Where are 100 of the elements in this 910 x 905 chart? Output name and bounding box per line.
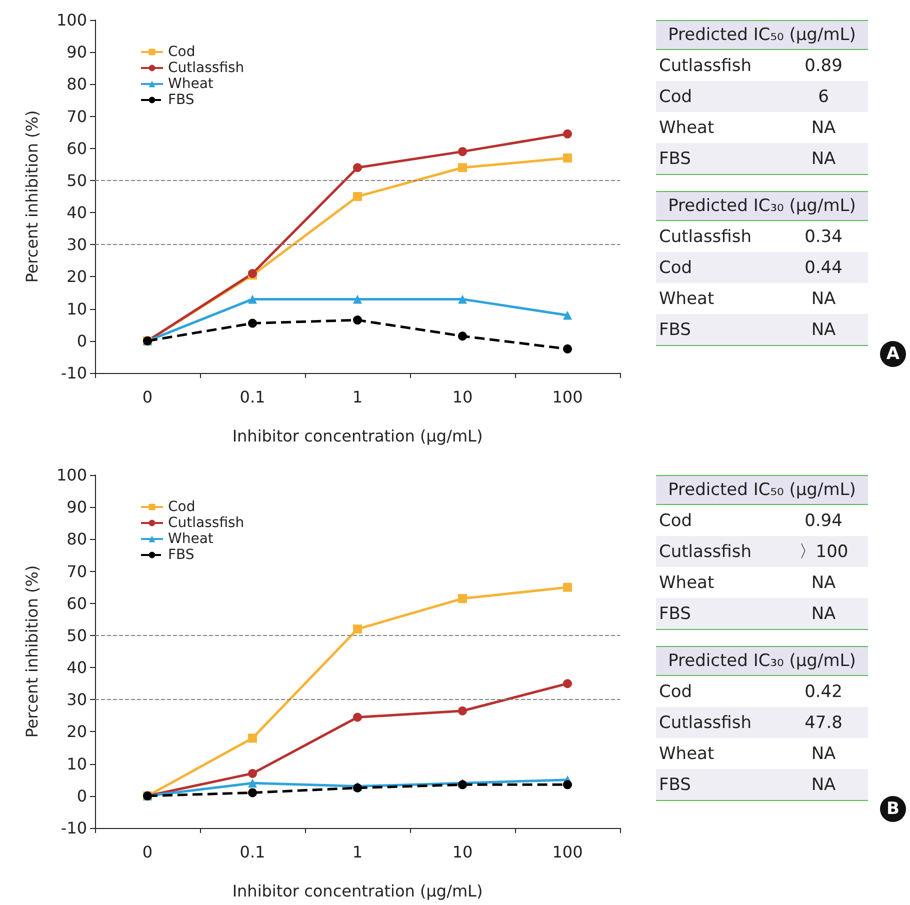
- text: FBS: [658, 774, 692, 794]
- text: 0.42: [804, 682, 844, 702]
- point: [563, 582, 572, 592]
- y-tick-label: 70: [66, 106, 87, 126]
- point: [353, 712, 362, 722]
- y-tick-label: 20: [66, 722, 87, 742]
- y-tick-label: 40: [66, 203, 87, 222]
- point: [248, 294, 257, 304]
- text: Cod: [658, 258, 694, 278]
- y-tick-label: -10: [60, 818, 87, 838]
- y-tick-label: 40: [66, 658, 87, 678]
- y-tick-label: 0: [76, 331, 87, 350]
- text: 〉100: [798, 541, 850, 563]
- legend-label: FBS: [168, 92, 194, 108]
- y-tick-label: 60: [66, 594, 87, 613]
- point: [248, 768, 257, 778]
- legend-label: Wheat: [168, 76, 214, 92]
- y-tick-label: -10: [60, 364, 87, 382]
- point: [248, 778, 257, 788]
- text: Cod: [658, 510, 694, 530]
- point: [563, 679, 572, 688]
- point: [458, 332, 467, 341]
- text: 0.44: [804, 258, 844, 278]
- text: Wheat: [658, 118, 716, 138]
- text: NA: [810, 744, 837, 764]
- y-axis-title: Percent inhibition (%): [22, 565, 42, 738]
- point: [563, 129, 572, 138]
- point: [458, 163, 467, 172]
- x-tick-label: 1: [352, 842, 363, 862]
- legend-label: FBS: [168, 547, 194, 563]
- point: [353, 163, 362, 172]
- text: 47.8: [804, 712, 844, 732]
- point: [563, 344, 572, 354]
- text: NA: [810, 288, 837, 308]
- y-tick-label: 10: [66, 754, 87, 774]
- y-tick-label: 50: [66, 170, 87, 190]
- point: [353, 192, 362, 201]
- text: Predicted IC₅₀ (μg/mL): [656, 20, 868, 50]
- point: [248, 734, 257, 743]
- x-tick-label: 10: [452, 388, 473, 406]
- point: [458, 147, 467, 156]
- y-tick-label: 100: [56, 466, 87, 484]
- text: Cutlassfish: [658, 712, 753, 732]
- text: NA: [810, 148, 837, 168]
- point: [563, 153, 572, 162]
- text: Cod: [658, 86, 694, 106]
- y-tick-label: 50: [66, 626, 87, 645]
- legend-label: Cutlassfish: [168, 515, 244, 531]
- text: 0.34: [804, 226, 844, 246]
- point: [353, 316, 362, 325]
- point: [563, 780, 572, 790]
- x-tick-label: 100: [552, 388, 583, 406]
- text: Cutlassfish: [658, 56, 753, 76]
- y-tick-label: 100: [56, 10, 87, 30]
- point: [458, 706, 467, 716]
- text: 0.94: [804, 510, 844, 530]
- text: Wheat: [658, 744, 716, 764]
- x-tick-label: 0: [142, 842, 153, 862]
- point: [353, 294, 362, 304]
- text: Wheat: [658, 288, 716, 308]
- text: Cod: [658, 682, 694, 702]
- text: FBS: [658, 320, 692, 340]
- y-tick-label: 90: [66, 498, 87, 517]
- x-axis-title: Inhibitor concentration (μg/mL): [232, 882, 483, 900]
- legend-label: Cod: [168, 44, 196, 60]
- text: NA: [810, 774, 837, 794]
- y-tick-label: 90: [66, 42, 87, 62]
- point: [248, 788, 257, 798]
- text: FBS: [658, 148, 692, 168]
- y-tick-label: 30: [66, 235, 87, 254]
- legend-label: Cutlassfish: [168, 60, 244, 76]
- x-tick-label: 0.1: [240, 842, 266, 862]
- text: 0.89: [804, 56, 844, 76]
- point: [458, 594, 467, 604]
- legend-label: Cod: [168, 499, 196, 515]
- x-axis-title: Inhibitor concentration (μg/mL): [232, 426, 483, 446]
- point: [353, 624, 362, 634]
- x-tick-label: 100: [552, 842, 583, 862]
- y-tick-label: 80: [66, 74, 87, 94]
- point: [563, 310, 572, 320]
- legend-label: Wheat: [168, 531, 214, 547]
- text: NA: [810, 118, 837, 138]
- text: NA: [810, 320, 837, 340]
- y-axis-title: Percent inhibition (%): [22, 110, 42, 283]
- text: Predicted IC₃₀ (μg/mL): [656, 191, 868, 221]
- point: [458, 294, 467, 304]
- text: Predicted IC₃₀ (μg/mL): [656, 646, 868, 676]
- text: Predicted IC₅₀ (μg/mL): [656, 475, 868, 505]
- y-tick-label: 20: [66, 267, 87, 286]
- text: Cutlassfish: [658, 542, 753, 562]
- y-tick-label: 80: [66, 530, 87, 549]
- x-tick-label: 1: [352, 388, 363, 406]
- y-tick-label: 10: [66, 299, 87, 318]
- y-tick-label: 70: [66, 562, 87, 581]
- x-tick-label: 0.1: [240, 388, 266, 406]
- x-tick-label: 0: [142, 388, 153, 406]
- y-tick-label: 0: [76, 786, 87, 806]
- text: NA: [810, 572, 837, 592]
- text: FBS: [658, 604, 692, 624]
- point: [248, 318, 257, 328]
